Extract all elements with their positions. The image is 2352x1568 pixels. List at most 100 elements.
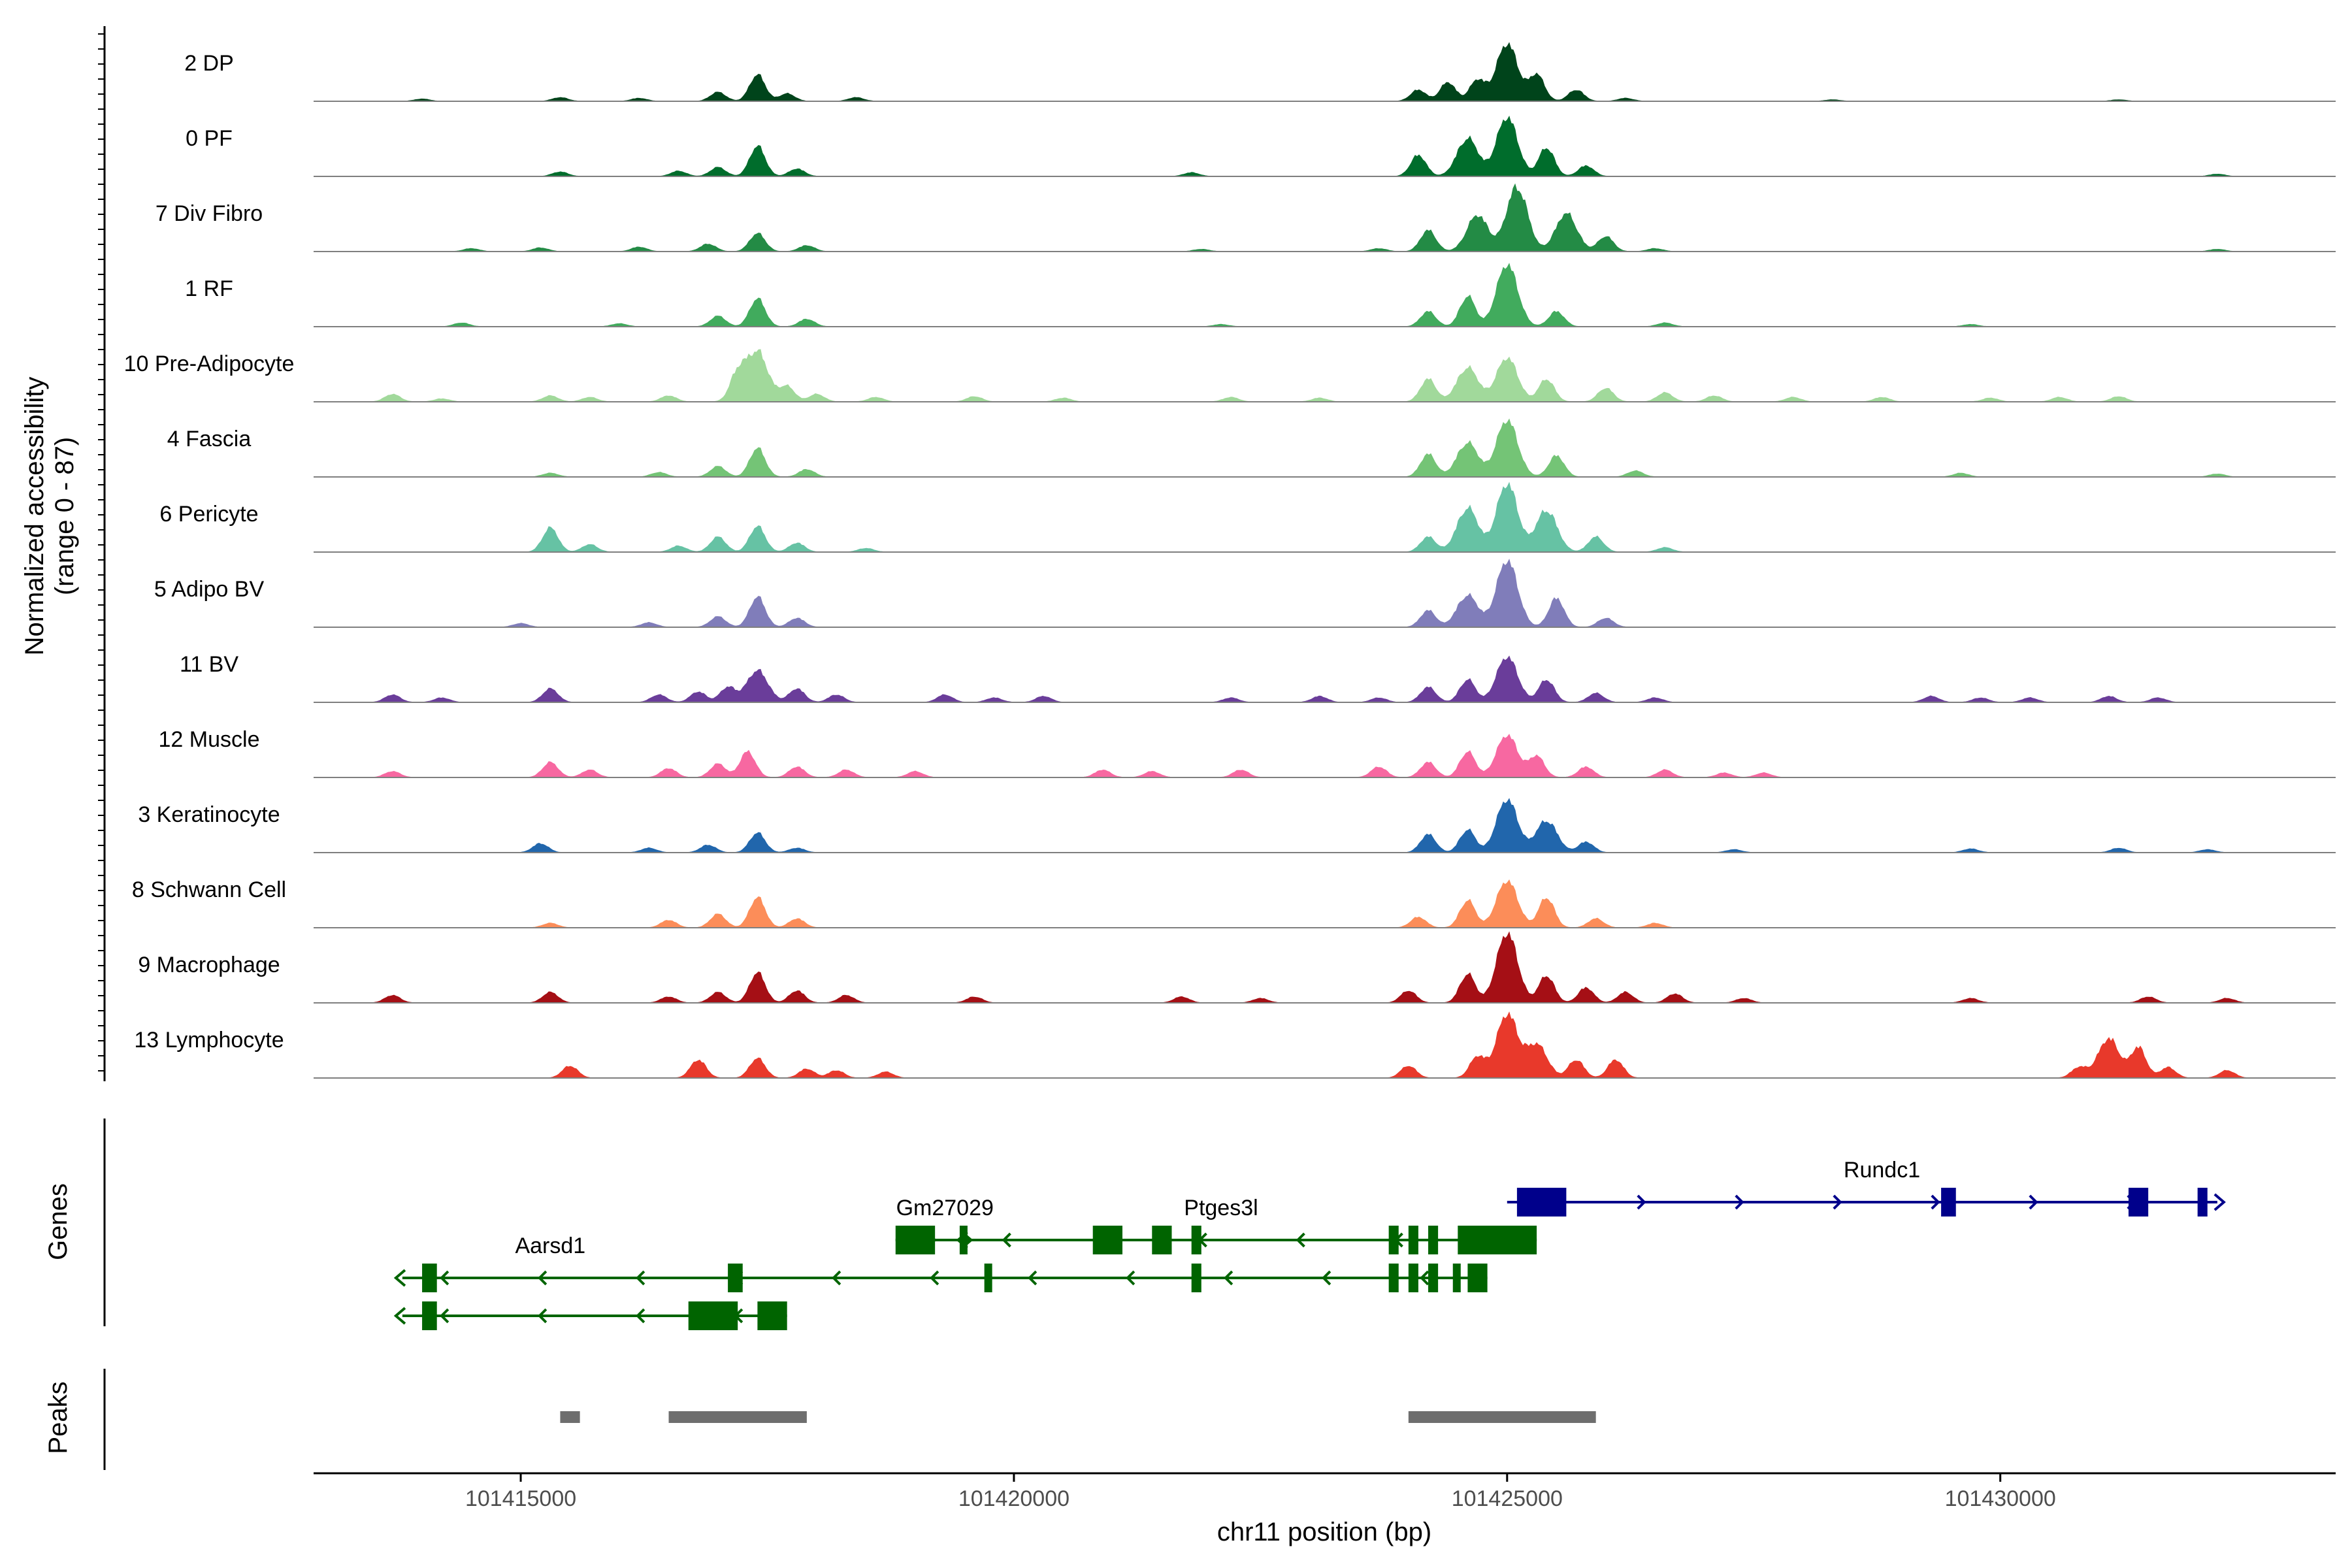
strand-arrow (1735, 1194, 1744, 1210)
track-label: 1 RF (185, 276, 233, 301)
peak-region (560, 1411, 580, 1423)
strand-arrow (1126, 1270, 1135, 1286)
coverage-track: 4 Fascia (167, 418, 2336, 478)
y-axis-title: Normalized accessibility (20, 377, 49, 656)
exon (1191, 1226, 1201, 1254)
gene-model (393, 1301, 787, 1330)
x-axis: 101415000 101420000 101425000 101430000 (314, 1472, 2336, 1511)
strand-arrow (393, 1307, 406, 1325)
strand-arrow (1028, 1270, 1037, 1286)
exon (757, 1301, 787, 1330)
gene-name-label: Aarsd1 (515, 1233, 585, 1258)
exon (2128, 1188, 2149, 1217)
gene-name-label: Ptges3l (1184, 1196, 1258, 1220)
track-label: 2 DP (184, 51, 234, 76)
genes-panel-label: Genes (44, 1183, 73, 1260)
exon (728, 1264, 743, 1292)
strand-arrow (1322, 1270, 1331, 1286)
strand-arrow (1637, 1194, 1646, 1210)
gene-model: Gm27029 (895, 1196, 994, 1254)
exon (1428, 1226, 1439, 1254)
track-label: 10 Pre-Adipocyte (124, 351, 295, 376)
peak-region (668, 1411, 807, 1423)
peak-region (1408, 1411, 1596, 1423)
coverage-track: 10 Pre-Adipocyte (124, 349, 2336, 402)
exon (1092, 1226, 1122, 1254)
exon (1191, 1264, 1201, 1292)
coverage-track: 3 Keratinocyte (138, 798, 2336, 853)
peaks-panel (103, 1369, 1596, 1470)
exon (1408, 1226, 1418, 1254)
strand-arrow (1224, 1270, 1233, 1286)
coverage-track: 5 Adipo BV (154, 559, 2336, 628)
coverage-track: 6 Pericyte (159, 482, 2336, 553)
strand-arrow (1296, 1232, 1305, 1248)
track-label: 5 Adipo BV (154, 577, 265, 602)
track-label: 11 BV (180, 652, 238, 677)
strand-arrow (1420, 1270, 1429, 1286)
strand-arrow (1931, 1194, 1940, 1210)
x-axis-title: chr11 position (bp) (1217, 1518, 1431, 1546)
track-label: 0 PF (186, 126, 233, 151)
exon (984, 1264, 992, 1292)
exon (1152, 1226, 1172, 1254)
track-label: 13 Lymphocyte (134, 1028, 284, 1053)
exon (2197, 1188, 2208, 1217)
track-label: 7 Div Fibro (155, 201, 263, 226)
exon (1428, 1264, 1439, 1292)
track-label: 6 Pericyte (159, 502, 258, 527)
coverage-track: 0 PF (186, 116, 2336, 177)
strand-arrow (538, 1270, 547, 1286)
strand-arrow (393, 1269, 406, 1287)
strand-arrow (961, 1231, 973, 1249)
strand-arrow (930, 1270, 939, 1286)
strand-arrow (440, 1270, 449, 1286)
coverage-track: 11 BV (180, 652, 2336, 703)
strand-arrow (1002, 1232, 1011, 1248)
gene-model: Rundc1 (1507, 1158, 2226, 1217)
exon (1458, 1226, 1537, 1254)
strand-arrow (832, 1270, 841, 1286)
coverage-track: 8 Schwann Cell (132, 877, 2336, 928)
track-label: 4 Fascia (167, 427, 252, 451)
exon (688, 1301, 738, 1330)
y-axis-range-label: (range 0 - 87) (50, 437, 79, 595)
coverage-track: 13 Lymphocyte (134, 1011, 2336, 1079)
exon (422, 1264, 437, 1292)
x-tick-label: 101425000 (1452, 1486, 1563, 1511)
track-label: 8 Schwann Cell (132, 877, 286, 902)
exon (1452, 1264, 1461, 1292)
x-tick-label: 101420000 (958, 1486, 1070, 1511)
exon (422, 1301, 437, 1330)
exon (1388, 1226, 1399, 1254)
strand-arrow (636, 1308, 645, 1324)
gene-name-label: Gm27029 (896, 1196, 994, 1220)
track-label: 12 Muscle (159, 727, 260, 752)
exon (1408, 1264, 1418, 1292)
exon (1388, 1264, 1399, 1292)
exon (895, 1226, 936, 1254)
gene-model: Aarsd1 (393, 1233, 1488, 1292)
coverage-track: 2 DP (184, 42, 2336, 102)
coverage-track: 9 Macrophage (138, 931, 2336, 1004)
strand-arrow (1833, 1194, 1842, 1210)
x-tick-label: 101415000 (465, 1486, 576, 1511)
strand-arrow (2029, 1194, 2038, 1210)
track-label: 9 Macrophage (138, 953, 280, 977)
coverage-track: 7 Div Fibro (155, 183, 2336, 252)
exon (1941, 1188, 1956, 1217)
gene-model: Ptges3l (956, 1196, 1537, 1254)
strand-arrow (440, 1308, 449, 1324)
strand-arrow (2213, 1193, 2226, 1211)
coverage-tracks: 2 DP 0 PF 7 Div Fibro 1 RF 10 Pre-Adipocyte 4… (98, 26, 2336, 1081)
track-label: 3 Keratinocyte (138, 802, 280, 827)
coverage-track: 12 Muscle (159, 727, 2336, 778)
peaks-panel-label: Peaks (44, 1381, 73, 1454)
exon (1467, 1264, 1488, 1292)
strand-arrow (538, 1308, 547, 1324)
coverage-track: 1 RF (185, 263, 2336, 327)
gene-name-label: Rundc1 (1844, 1158, 1920, 1183)
strand-arrow (636, 1270, 645, 1286)
exon (1516, 1188, 1567, 1217)
